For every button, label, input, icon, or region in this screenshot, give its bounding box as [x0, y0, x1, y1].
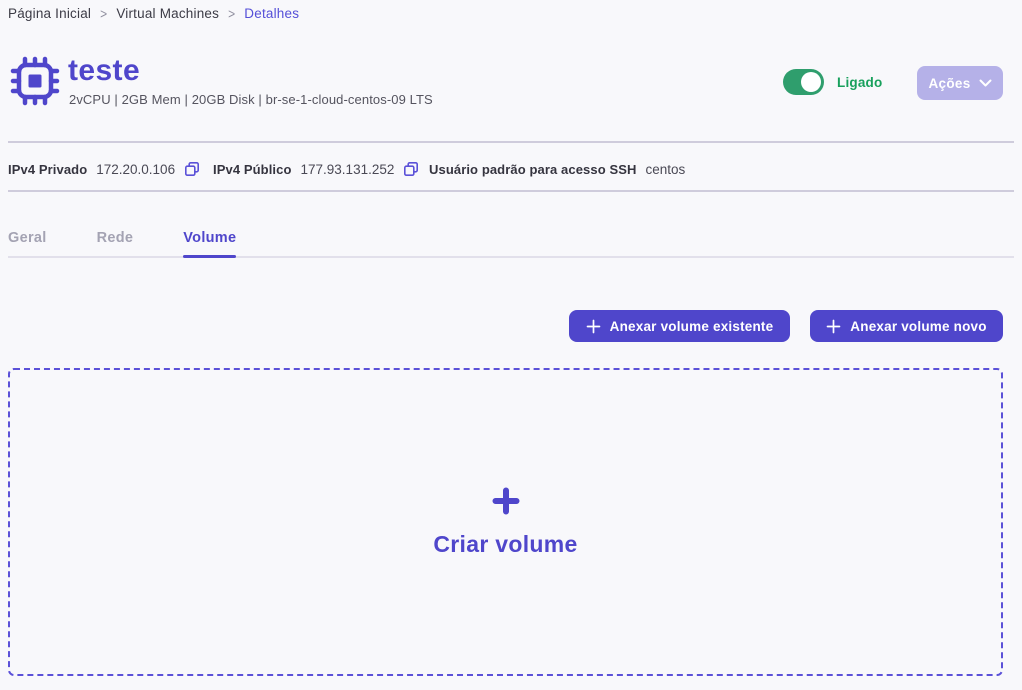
power-toggle[interactable]: [783, 69, 824, 95]
plus-icon: [826, 319, 841, 333]
header-divider: [8, 141, 1014, 143]
power-toggle-knob: [801, 72, 821, 92]
attach-new-volume-label: Anexar volume novo: [850, 318, 987, 334]
copy-icon: [404, 161, 419, 176]
copy-ipv4-private-button[interactable]: [184, 161, 200, 177]
ssh-user-value: centos: [645, 161, 686, 177]
create-volume-area[interactable]: Criar volume: [8, 368, 1003, 676]
breadcrumb-item-home[interactable]: Página Inicial: [8, 6, 92, 21]
ipv4-private-label: IPv4 Privado: [8, 161, 88, 177]
breadcrumb-item-details: Detalhes: [244, 6, 300, 21]
vm-specs-subtitle: 2vCPU | 2GB Mem | 20GB Disk | br-se-1-cl…: [69, 92, 433, 107]
copy-ipv4-public-button[interactable]: [403, 161, 419, 177]
breadcrumb: Página Inicial > Virtual Machines > Deta…: [8, 5, 300, 22]
attach-existing-volume-button[interactable]: Anexar volume existente: [569, 310, 790, 342]
breadcrumb-separator-icon: >: [228, 5, 236, 22]
tab-geral[interactable]: Geral: [8, 230, 47, 246]
plus-icon: [586, 319, 601, 333]
ipv4-public-value: 177.93.131.252: [300, 161, 395, 177]
actions-button[interactable]: Ações: [917, 66, 1003, 100]
tab-volume[interactable]: Volume: [183, 230, 237, 258]
ssh-user-field: Usuário padrão para acesso SSH centos: [429, 159, 685, 179]
plus-icon: [492, 487, 519, 514]
ipv4-private-value: 172.20.0.106: [96, 161, 176, 177]
tab-bar: Geral Rede Volume: [8, 230, 1014, 258]
chevron-down-icon: [979, 79, 992, 87]
details-divider: [8, 190, 1014, 192]
attach-new-volume-button[interactable]: Anexar volume novo: [810, 310, 1003, 342]
create-volume-label: Criar volume: [433, 530, 578, 557]
copy-icon: [185, 161, 200, 176]
ipv4-private-field: IPv4 Privado 172.20.0.106: [8, 159, 200, 179]
tab-rede[interactable]: Rede: [96, 230, 134, 246]
cpu-chip-icon: [10, 56, 60, 106]
actions-button-label: Ações: [928, 75, 971, 91]
page-title: teste: [68, 54, 141, 87]
breadcrumb-separator-icon: >: [100, 5, 108, 22]
power-status-label: Ligado: [837, 75, 883, 90]
attach-existing-volume-label: Anexar volume existente: [609, 318, 774, 334]
ipv4-public-field: IPv4 Público 177.93.131.252: [213, 159, 419, 179]
ssh-user-label: Usuário padrão para acesso SSH: [429, 161, 637, 177]
ipv4-public-label: IPv4 Público: [213, 161, 292, 177]
breadcrumb-item-virtual-machines[interactable]: Virtual Machines: [116, 6, 220, 21]
